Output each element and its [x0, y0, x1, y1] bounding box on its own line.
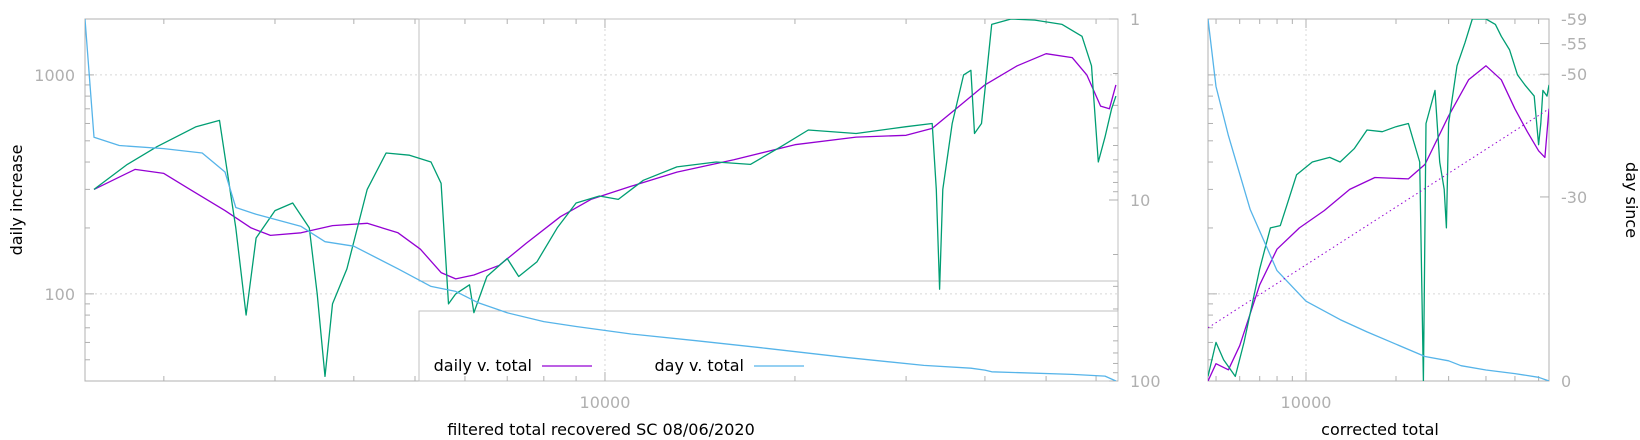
y2-tick-label: 10: [1130, 191, 1150, 210]
y2-tick-label: 0: [1561, 372, 1571, 391]
series-line-fit-3: [1208, 108, 1549, 329]
tick-marks: [85, 18, 1118, 382]
y2-tick-label: 100: [1130, 372, 1161, 391]
inset-frame-upper: [418, 18, 1119, 282]
inset-frame-lower: [418, 310, 1119, 382]
series-group: [85, 19, 1117, 381]
plot-frame: [1207, 18, 1550, 382]
y2-axis-title: day since: [1622, 162, 1640, 238]
series-line-daily-0: [93, 53, 1117, 280]
y2-tick-label: 1: [1130, 10, 1140, 29]
series-line-day-2: [85, 19, 1117, 381]
series-line-daily-0: [1208, 65, 1549, 381]
y2-tick-label: -30: [1561, 188, 1587, 207]
plot-frame: [84, 18, 1119, 382]
series-group: [1208, 19, 1549, 381]
x-tick-label: 10000: [1281, 393, 1332, 412]
grid: [1208, 19, 1549, 381]
series-line-daily-1: [93, 19, 1117, 378]
x-axis-title: corrected total: [1321, 420, 1439, 439]
x-axis-title: filtered total recovered SC 08/06/2020: [447, 420, 755, 439]
y-tick-label: 100: [44, 285, 75, 304]
grid: [85, 19, 1118, 381]
legend-label-daily: daily v. total: [434, 356, 532, 375]
y2-tick-label: -50: [1561, 65, 1587, 84]
panel-corrected: 10000 -59 -55 -50 -30 0 corrected total day s…: [1207, 10, 1640, 439]
tick-labels: 10000 100 1000 1 10 100: [34, 10, 1160, 412]
x-tick-label: 10000: [580, 393, 631, 412]
y2-tick-label: -59: [1561, 10, 1587, 29]
tick-marks: [1208, 18, 1549, 382]
series-line-daily-1: [1208, 19, 1549, 381]
y2-tick-label: -55: [1561, 35, 1587, 54]
y-axis-title: daily increase: [7, 145, 26, 256]
legend-label-day: day v. total: [655, 356, 745, 375]
y-tick-label: 1000: [34, 66, 75, 85]
tick-labels: 10000 -59 -55 -50 -30 0: [1281, 10, 1588, 412]
series-line-day-2: [1208, 19, 1549, 381]
panel-main: 10000 100 1000 1 10 100 filtered total recove…: [7, 10, 1161, 439]
legend: daily v. total day v. total: [434, 356, 804, 375]
